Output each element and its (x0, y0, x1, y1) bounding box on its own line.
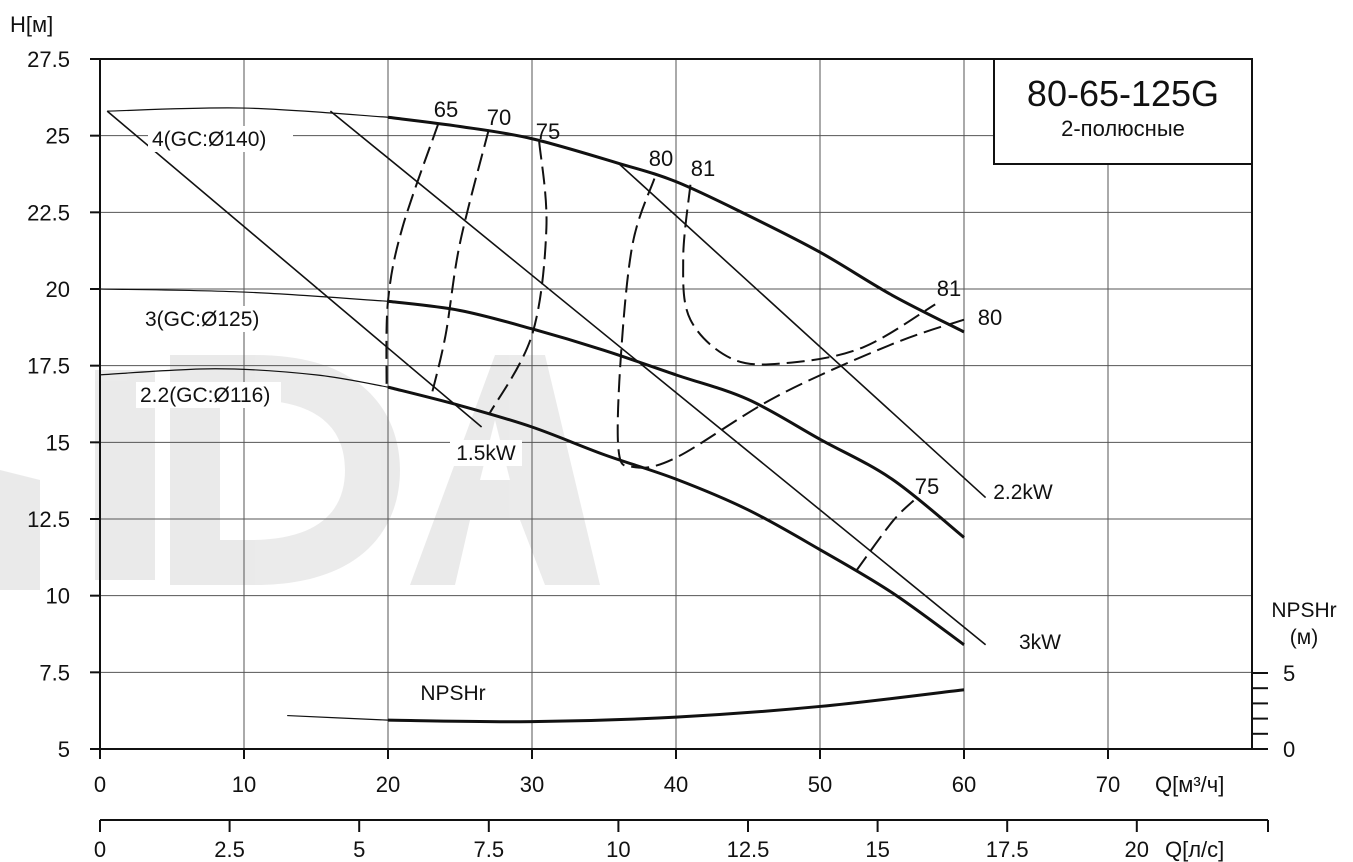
label-bg (148, 126, 293, 152)
impeller-curve (387, 115, 965, 334)
y-tick-label: 25 (46, 124, 70, 149)
efficiency-curve (616, 178, 965, 469)
power-line-label: 1.5kW (456, 442, 516, 465)
power-line (617, 162, 987, 499)
x2-tick-label: 5 (353, 837, 365, 862)
power-line (329, 110, 987, 646)
y-tick-label: 10 (46, 584, 70, 609)
efficiency-label: 70 (487, 105, 511, 130)
impeller-curve-thin (99, 368, 389, 388)
x-tick-label: 30 (520, 772, 544, 797)
npsh-curve (387, 688, 965, 724)
efficiency-label: 81 (937, 276, 961, 301)
impeller-curve (387, 385, 965, 646)
impeller-curve-label: 4(GC:Ø140) (152, 128, 266, 151)
efficiency-label: 80 (649, 146, 673, 171)
curves: 4(GC:Ø140) 3(GC:Ø125) 2.2(GC:Ø116) 65 70 75 80… (99, 97, 1076, 724)
y-tick-label: 22.5 (27, 200, 70, 225)
x-axis-primary-label: Q[м³/ч] (1155, 772, 1224, 797)
npsh-axis-label-line2: (м) (1290, 626, 1318, 649)
x-tick-label: 60 (952, 772, 976, 797)
efficiency-curve (682, 184, 936, 366)
model-subtitle: 2-полюсные (1061, 116, 1185, 141)
npsh-axis-label-line1: NPSHr (1271, 599, 1336, 622)
x2-tick-label: 15 (865, 837, 889, 862)
impeller-curve-label: 3(GC:Ø125) (145, 308, 259, 331)
label-bg (141, 306, 286, 332)
x-tick-label: 0 (94, 772, 106, 797)
y-tick-label: 17.5 (27, 354, 70, 379)
y-tick-label: 5 (58, 737, 70, 762)
model-title: 80-65-125G (1027, 73, 1219, 114)
x2-tick-label: 0 (94, 837, 106, 862)
efficiency-curve (487, 141, 548, 416)
y-tick-label: 27.5 (27, 47, 70, 72)
label-bg (987, 479, 1059, 505)
npsh-curve-thin (287, 714, 389, 721)
impeller-curve-thin (107, 107, 389, 118)
y-axis-label: H[м] (10, 12, 53, 37)
label-bg (450, 440, 522, 466)
x-tick-label: 40 (664, 772, 688, 797)
x-tick-label: 50 (808, 772, 832, 797)
npsh-tick-label: 5 (1283, 661, 1295, 686)
power-line (106, 110, 483, 428)
impeller-curve (387, 299, 965, 539)
y-tick-label: 15 (46, 430, 70, 455)
efficiency-label: 75 (915, 474, 939, 499)
efficiency-label: 75 (536, 119, 560, 144)
npsh-curve-label: NPSHr (420, 682, 485, 705)
x-axis-secondary-label: Q[л/с] (1165, 837, 1224, 862)
power-line-label: 3kW (1019, 631, 1061, 654)
watermark (0, 355, 600, 590)
x-tick-label: 70 (1096, 772, 1120, 797)
efficiency-label: 81 (691, 156, 715, 181)
x2-tick-label: 20 (1125, 837, 1149, 862)
label-bg (1004, 629, 1076, 655)
efficiency-label: 80 (978, 305, 1002, 330)
x2-tick-label: 12.5 (727, 837, 770, 862)
y-tick-label: 20 (46, 277, 70, 302)
x2-tick-label: 17.5 (986, 837, 1029, 862)
npsh-tick-label: 0 (1283, 737, 1295, 762)
power-line-label: 2.2kW (993, 481, 1053, 504)
x2-tick-label: 7.5 (474, 837, 505, 862)
x2-tick-label: 10 (606, 837, 630, 862)
model-title-box: 80-65-125G 2-полюсные (993, 58, 1253, 165)
impeller-curve-label: 2.2(GC:Ø116) (140, 384, 270, 407)
label-bg (136, 382, 281, 408)
y-tick-label: 12.5 (27, 507, 70, 532)
x-tick-label: 20 (376, 772, 400, 797)
efficiency-label: 65 (434, 97, 458, 122)
efficiency-curve (385, 123, 440, 388)
efficiency-curve (855, 499, 915, 572)
x2-tick-label: 2.5 (214, 837, 245, 862)
x-tick-label: 10 (232, 772, 256, 797)
impeller-curve-thin (99, 288, 389, 302)
y-tick-label: 7.5 (39, 660, 70, 685)
efficiency-curve (430, 129, 490, 397)
